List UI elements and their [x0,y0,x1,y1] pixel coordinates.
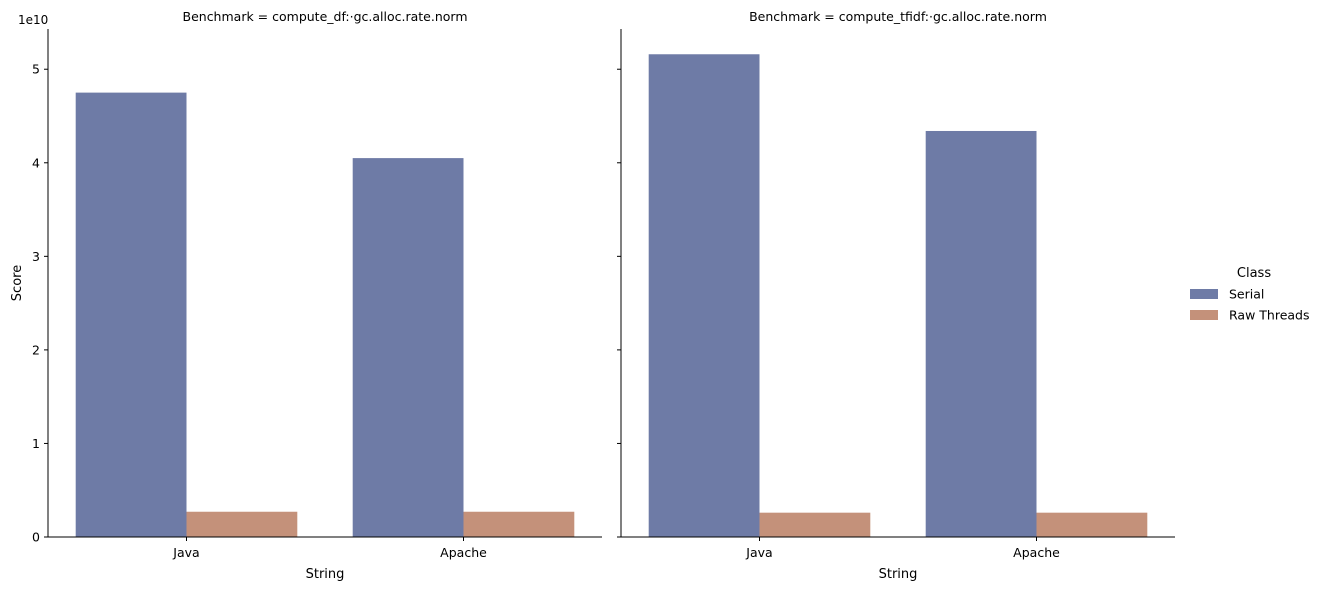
legend-label: Serial [1229,287,1264,302]
y-tick-label: 2 [32,342,40,357]
panel-1: Benchmark = compute_df:·gc.alloc.rate.no… [32,9,602,582]
bar-serial-java [75,92,187,537]
x-tick-label: Apache [440,545,487,560]
y-tick-label: 4 [32,155,40,170]
y-offset-label: 1e10 [18,13,48,27]
legend-swatch-serial [1190,289,1218,299]
legend: Class Serial Raw Threads [1190,266,1310,323]
bar-serial-apache [352,158,464,537]
x-axis-label: String [879,567,918,582]
bar-raw-threads-apache [463,511,575,537]
bar-raw-threads-java [759,512,871,537]
x-tick-label: Java [172,545,199,560]
y-tick-label: 1 [32,436,40,451]
bar-raw-threads-java [186,511,298,537]
bar-serial-apache [925,130,1037,537]
panels: Benchmark = compute_df:·gc.alloc.rate.no… [32,9,1175,582]
panel-title: Benchmark = compute_tfidf:·gc.alloc.rate… [749,9,1047,24]
x-axis-label: String [306,567,345,582]
x-tick-label: Apache [1013,545,1060,560]
legend-swatch-raw-threads [1190,310,1218,320]
panel-2: Benchmark = compute_tfidf:·gc.alloc.rate… [617,9,1175,582]
y-tick-label: 3 [32,249,40,264]
bar-raw-threads-apache [1036,512,1148,537]
y-tick-label: 0 [32,530,40,545]
panel-title: Benchmark = compute_df:·gc.alloc.rate.no… [183,9,468,24]
y-axis-label: Score [10,265,25,301]
x-tick-label: Java [745,545,772,560]
legend-title: Class [1237,266,1271,281]
bar-serial-java [648,54,760,537]
legend-label: Raw Threads [1229,308,1310,323]
y-tick-label: 5 [32,62,40,77]
